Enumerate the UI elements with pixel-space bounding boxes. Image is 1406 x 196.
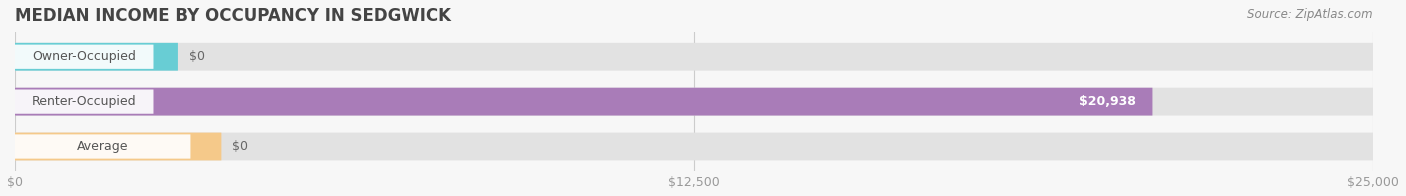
Bar	[15, 43, 1374, 71]
FancyBboxPatch shape	[15, 90, 153, 114]
Bar	[15, 133, 1374, 160]
Text: Source: ZipAtlas.com: Source: ZipAtlas.com	[1247, 8, 1374, 21]
FancyBboxPatch shape	[15, 88, 1374, 115]
Text: $20,938: $20,938	[1080, 95, 1136, 108]
FancyBboxPatch shape	[15, 134, 190, 159]
Text: Owner-Occupied: Owner-Occupied	[32, 50, 136, 63]
Text: Renter-Occupied: Renter-Occupied	[32, 95, 136, 108]
FancyBboxPatch shape	[15, 43, 1374, 71]
Text: $0: $0	[232, 140, 249, 153]
FancyBboxPatch shape	[15, 133, 221, 160]
Text: Average: Average	[77, 140, 128, 153]
FancyBboxPatch shape	[15, 45, 153, 69]
FancyBboxPatch shape	[15, 88, 1153, 115]
Text: MEDIAN INCOME BY OCCUPANCY IN SEDGWICK: MEDIAN INCOME BY OCCUPANCY IN SEDGWICK	[15, 7, 451, 25]
FancyBboxPatch shape	[15, 43, 179, 71]
Text: $0: $0	[188, 50, 205, 63]
FancyBboxPatch shape	[15, 133, 1374, 160]
Bar	[15, 88, 1374, 115]
